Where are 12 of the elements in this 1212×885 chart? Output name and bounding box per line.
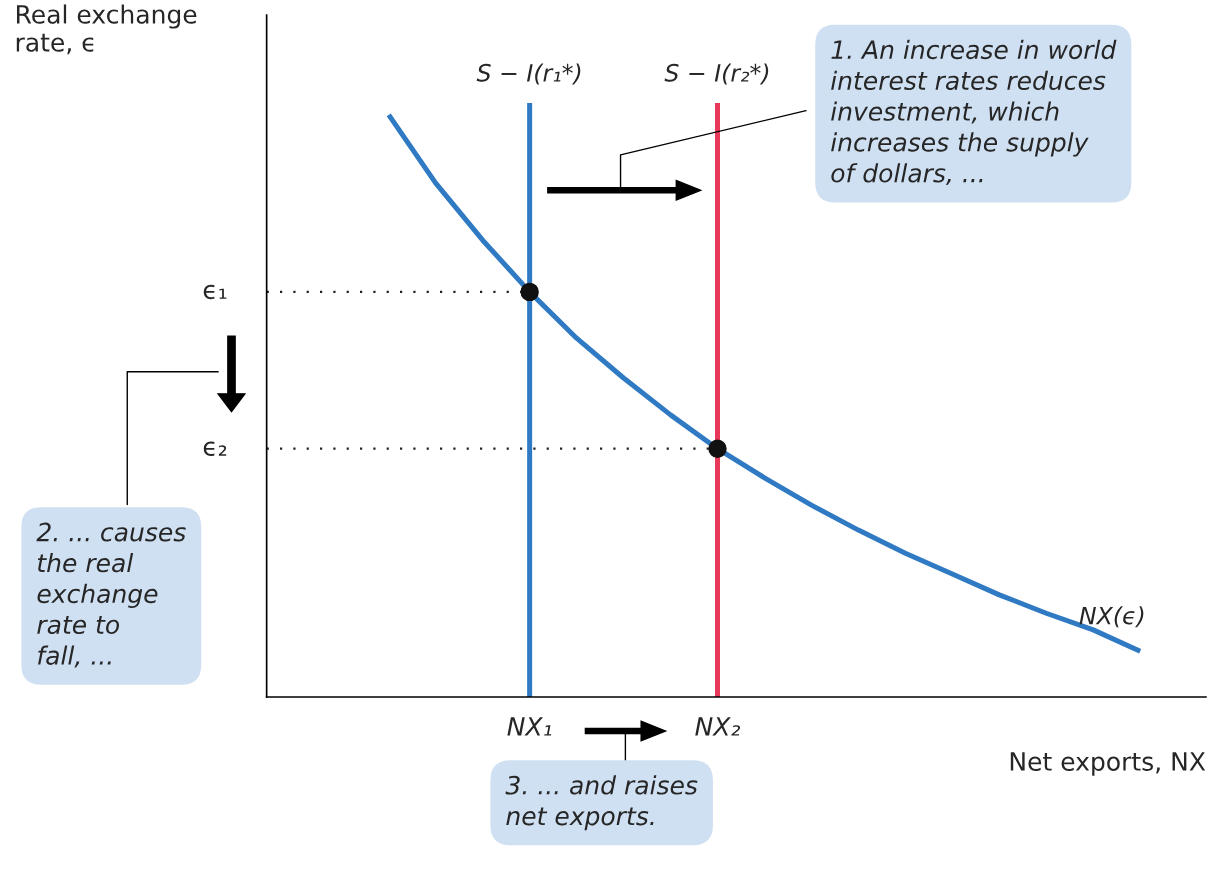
text: 3. ... and raises net exports. [505, 775, 698, 831]
text: 2. ... causes the real exchange rate to fall, ... [36, 522, 186, 668]
annotation: 1. An increase in world interest rates reduces investment, which increases the supply of dollars, ... [831, 39, 1117, 186]
series-label: S − I(r₁*) [476, 63, 581, 85]
x-tick-label: NX₁ [507, 717, 552, 736]
ref-line-label: ϵ₁ [203, 284, 227, 300]
text: Real exchange rate, ϵ [16, 4, 197, 55]
x-axis-title: Net exports, NX [1010, 752, 1206, 776]
series-label: S − I(r₂*) [664, 63, 769, 85]
x-tick-label: NX₂ [695, 717, 741, 736]
series-label: NX(ϵ) [1079, 606, 1144, 628]
ref-line-label: ϵ₂ [203, 441, 227, 456]
